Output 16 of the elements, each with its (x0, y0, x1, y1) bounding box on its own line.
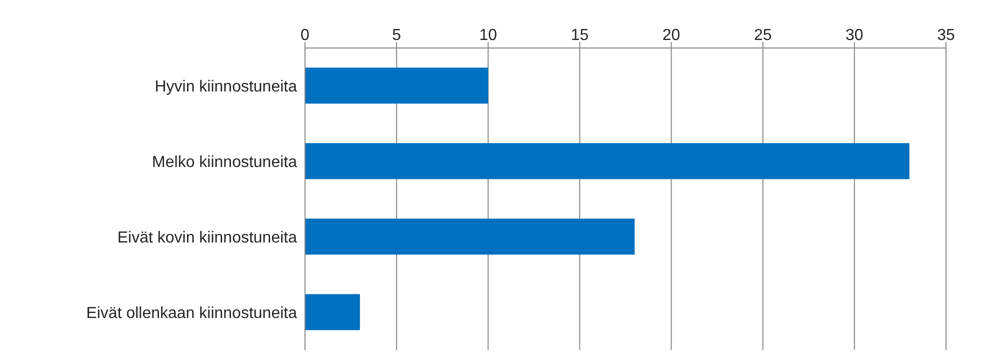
x-tick-label: 0 (300, 27, 310, 44)
y-tick-label: Eivät kovin kiinnostuneita (117, 229, 298, 246)
x-tick-label: 20 (662, 27, 680, 44)
x-tick-label: 35 (937, 27, 955, 44)
x-tick-label: 30 (846, 27, 864, 44)
bar (305, 218, 635, 255)
y-tick-label: Hyvin kiinnostuneita (154, 78, 298, 96)
y-tick-label: Melko kiinnostuneita (152, 154, 298, 171)
x-tick-label: 25 (754, 27, 772, 44)
x-tick-label: 15 (570, 27, 589, 44)
y-tick-label: Eivät ollenkaan kiinnostuneita (86, 304, 298, 322)
x-tick-label: 10 (479, 27, 498, 44)
bar (305, 143, 910, 180)
bar (305, 294, 360, 330)
x-tick-label: 5 (392, 27, 402, 44)
bar (305, 68, 488, 104)
